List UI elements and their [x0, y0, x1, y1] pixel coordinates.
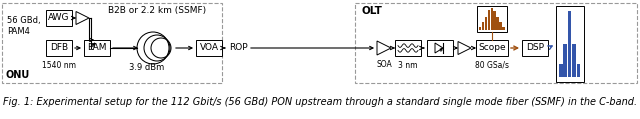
FancyBboxPatch shape — [196, 40, 222, 56]
Text: DSP: DSP — [526, 44, 544, 52]
Text: AWG: AWG — [48, 13, 70, 22]
Text: EAM: EAM — [87, 44, 107, 52]
Text: 3 nm: 3 nm — [398, 61, 418, 70]
Bar — [502, 27, 504, 30]
Text: 3.9 dBm: 3.9 dBm — [129, 63, 164, 72]
Bar — [484, 17, 487, 30]
FancyBboxPatch shape — [427, 40, 453, 56]
Text: OLT: OLT — [362, 6, 383, 16]
Bar — [482, 22, 484, 30]
Bar — [479, 27, 481, 30]
Bar — [493, 11, 496, 30]
FancyBboxPatch shape — [46, 10, 72, 26]
Text: Scope: Scope — [478, 44, 506, 52]
Bar — [490, 8, 493, 30]
FancyBboxPatch shape — [522, 40, 548, 56]
FancyBboxPatch shape — [477, 6, 507, 32]
Bar — [577, 64, 580, 77]
Text: Fig. 1: Experimental setup for the 112 Gbit/s (56 GBd) PON upstream through a st: Fig. 1: Experimental setup for the 112 G… — [3, 97, 637, 107]
Bar — [559, 64, 563, 77]
Bar — [568, 11, 572, 77]
Bar — [563, 44, 567, 77]
Text: VOA: VOA — [200, 44, 218, 52]
FancyBboxPatch shape — [84, 40, 110, 56]
FancyBboxPatch shape — [46, 40, 72, 56]
Text: B2B or 2.2 km (SSMF): B2B or 2.2 km (SSMF) — [108, 5, 206, 15]
Bar — [572, 44, 576, 77]
Text: ROP: ROP — [228, 44, 247, 52]
Text: SOA: SOA — [376, 60, 392, 69]
Bar — [499, 22, 502, 30]
Bar — [488, 10, 490, 30]
FancyBboxPatch shape — [476, 40, 508, 56]
FancyBboxPatch shape — [556, 6, 584, 82]
FancyBboxPatch shape — [395, 40, 421, 56]
Bar — [497, 17, 499, 30]
Text: DFB: DFB — [50, 44, 68, 52]
Text: 1540 nm: 1540 nm — [42, 61, 76, 70]
Text: 80 GSa/s: 80 GSa/s — [475, 61, 509, 70]
Text: 56 GBd,
PAM4: 56 GBd, PAM4 — [7, 16, 40, 36]
Text: ONU: ONU — [6, 70, 30, 80]
